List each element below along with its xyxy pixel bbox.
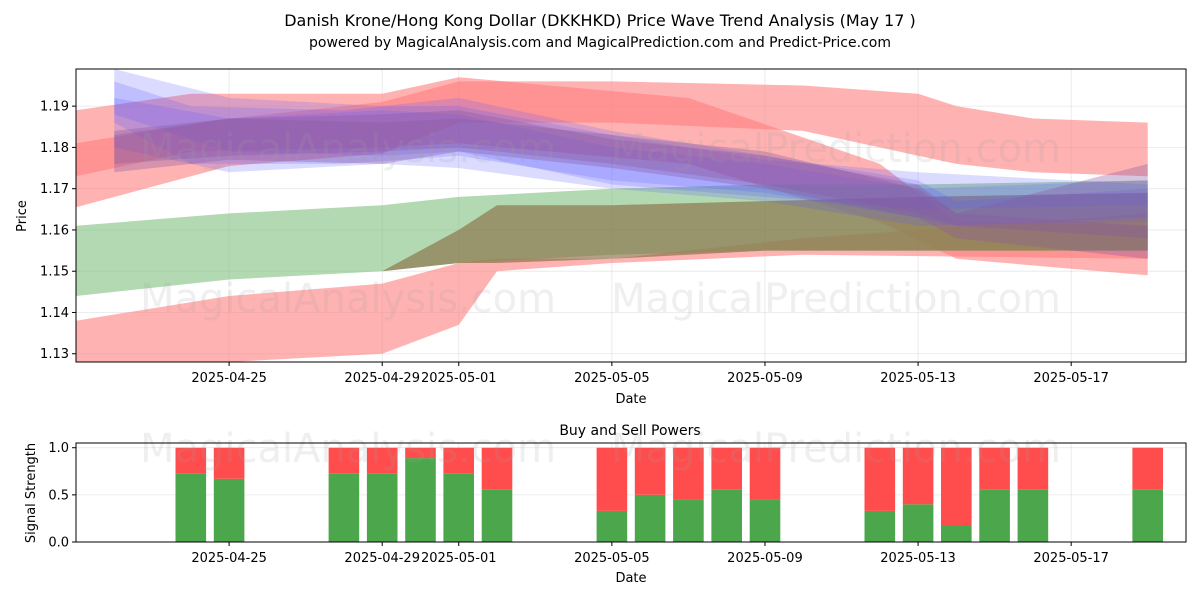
sell-bar-2025-05-16 bbox=[1017, 447, 1049, 490]
x-tick-label: 2025-05-01 bbox=[421, 551, 497, 566]
buy-bar-2025-05-13 bbox=[902, 504, 934, 542]
price-x-axis-label: Date bbox=[615, 392, 646, 407]
price-band-blue-5 bbox=[114, 81, 1148, 226]
buy-bar-2025-05-19 bbox=[1132, 489, 1163, 542]
x-tick-label: 2025-04-25 bbox=[191, 551, 267, 566]
price-y-axis-label: Price bbox=[15, 200, 30, 232]
sell-bar-2025-05-13 bbox=[902, 447, 934, 505]
x-tick-label: 2025-05-05 bbox=[574, 551, 650, 566]
sell-bar-2025-05-12 bbox=[864, 447, 896, 511]
signal-bars bbox=[175, 447, 1163, 542]
watermark: MagicalPrediction.com bbox=[611, 276, 1061, 322]
price-band-olive-4 bbox=[382, 192, 1148, 272]
x-tick-label: 2025-04-29 bbox=[344, 551, 420, 566]
sell-bar-2025-05-15 bbox=[979, 447, 1010, 490]
price-band-blue-7 bbox=[114, 69, 1148, 210]
y-tick-label: 1.16 bbox=[40, 223, 69, 238]
sell-bar-2025-05-01 bbox=[443, 447, 474, 474]
sell-bar-2025-05-14 bbox=[941, 447, 972, 526]
buy-bar-2025-05-15 bbox=[979, 489, 1010, 542]
y-tick-label: 1.17 bbox=[40, 182, 69, 197]
buy-bar-2025-05-02 bbox=[481, 489, 513, 542]
watermark: MagicalPrediction.com bbox=[611, 126, 1061, 172]
price-axis-ticks: 2025-04-25 2025-04-29 2025-05-01 2025-05-05… bbox=[40, 100, 1109, 386]
buy-bar-2025-05-01 bbox=[443, 473, 474, 542]
x-tick-label: 2025-05-05 bbox=[574, 371, 650, 386]
price-band-purple-8 bbox=[114, 118, 1148, 259]
x-tick-label: 2025-05-17 bbox=[1033, 371, 1109, 386]
price-band-blue-6 bbox=[114, 97, 1148, 226]
x-tick-label: 2025-05-13 bbox=[880, 371, 956, 386]
buy-bar-2025-05-07 bbox=[673, 499, 704, 542]
sell-bar-2025-05-02 bbox=[481, 447, 513, 490]
signal-panel: Buy and Sell Powers MagicalAnalysis.com … bbox=[24, 423, 1187, 586]
price-panel: MagicalAnalysis.com MagicalPrediction.co… bbox=[15, 68, 1187, 407]
buy-bar-2025-05-16 bbox=[1017, 489, 1049, 542]
buy-bar-2025-05-05 bbox=[596, 510, 628, 542]
signal-y-axis-label: Signal Strength bbox=[24, 443, 39, 543]
buy-bar-2025-04-30 bbox=[405, 458, 436, 542]
x-tick-label: 2025-05-01 bbox=[421, 371, 497, 386]
buy-bar-2025-04-29 bbox=[366, 473, 398, 542]
x-tick-label: 2025-04-25 bbox=[191, 371, 267, 386]
chart-subtitle: powered by MagicalAnalysis.com and Magic… bbox=[309, 35, 891, 51]
band-layer bbox=[76, 69, 1148, 362]
x-tick-label: 2025-05-09 bbox=[727, 371, 803, 386]
signal-panel-title: Buy and Sell Powers bbox=[559, 423, 700, 439]
x-tick-label: 2025-05-17 bbox=[1033, 551, 1109, 566]
buy-bar-2025-04-25 bbox=[213, 478, 245, 542]
signal-axis-ticks: 2025-04-25 2025-04-29 2025-05-01 2025-05-05… bbox=[48, 441, 1109, 566]
y-tick-label: 1.0 bbox=[48, 441, 69, 456]
buy-bar-2025-04-28 bbox=[328, 473, 360, 542]
y-tick-label: 1.15 bbox=[40, 265, 69, 280]
buy-bar-2025-05-08 bbox=[711, 489, 742, 542]
y-tick-label: 1.14 bbox=[40, 306, 69, 321]
signal-x-axis-label: Date bbox=[615, 571, 646, 586]
y-tick-label: 1.19 bbox=[40, 100, 69, 115]
y-tick-label: 1.18 bbox=[40, 141, 69, 156]
x-tick-label: 2025-05-13 bbox=[880, 551, 956, 566]
chart-title: Danish Krone/Hong Kong Dollar (DKKHKD) P… bbox=[284, 11, 916, 30]
sell-bar-2025-04-30 bbox=[405, 447, 436, 459]
watermark: MagicalAnalysis.com bbox=[140, 126, 556, 172]
signal-plot-frame bbox=[75, 442, 1187, 543]
watermark: MagicalPrediction.com bbox=[611, 426, 1061, 472]
sell-bar-2025-05-05 bbox=[596, 447, 628, 511]
sell-bar-2025-04-28 bbox=[328, 447, 360, 474]
watermark: MagicalAnalysis.com bbox=[140, 426, 556, 472]
sell-bar-2025-04-25 bbox=[213, 447, 245, 479]
buy-bar-2025-04-24 bbox=[175, 473, 207, 542]
price-plot-frame bbox=[75, 68, 1187, 363]
sell-bar-2025-05-09 bbox=[749, 447, 781, 500]
sell-bar-2025-05-07 bbox=[673, 447, 704, 500]
sell-bar-2025-04-29 bbox=[366, 447, 398, 474]
sell-bar-2025-05-08 bbox=[711, 447, 742, 490]
buy-bar-2025-05-09 bbox=[749, 499, 781, 542]
price-band-purple-9 bbox=[114, 110, 1148, 239]
sell-bar-2025-04-24 bbox=[175, 447, 207, 474]
sell-bar-2025-05-19 bbox=[1132, 447, 1163, 490]
x-tick-label: 2025-05-09 bbox=[727, 551, 803, 566]
sell-bar-2025-05-06 bbox=[634, 447, 666, 495]
buy-bar-2025-05-14 bbox=[941, 526, 972, 542]
buy-bar-2025-05-12 bbox=[864, 510, 896, 542]
price-bands bbox=[76, 69, 1148, 362]
y-tick-label: 1.13 bbox=[40, 347, 69, 362]
price-band-red-2 bbox=[76, 81, 1148, 208]
y-tick-label: 0.0 bbox=[48, 536, 69, 551]
buy-bar-2025-05-06 bbox=[634, 494, 666, 542]
y-tick-label: 0.5 bbox=[48, 488, 69, 503]
x-tick-label: 2025-04-29 bbox=[344, 371, 420, 386]
watermark: MagicalAnalysis.com bbox=[140, 276, 556, 322]
